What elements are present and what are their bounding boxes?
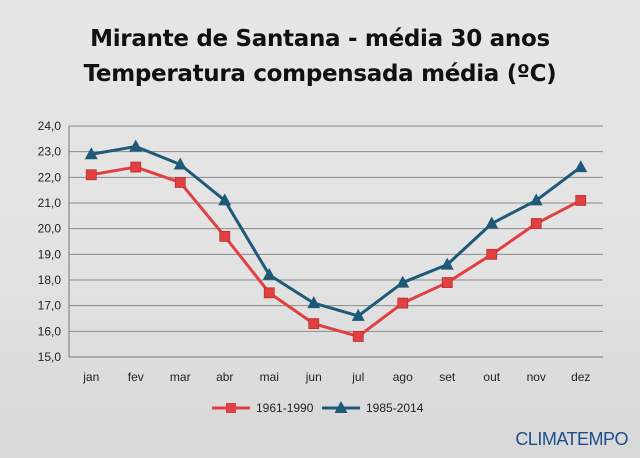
x-tick-label: nov [527,370,546,384]
x-tick-label: ago [393,370,413,384]
data-point [396,275,410,288]
data-point [352,331,364,342]
series-line [90,145,582,318]
data-point [173,157,187,170]
data-point [174,177,186,188]
y-tick-label: 19,0 [38,247,62,261]
x-tick-label: dez [571,370,590,384]
y-tick-label: 21,0 [38,196,62,210]
data-point [351,308,365,321]
legend-item: 1985-2014 [322,401,424,415]
y-axis-ticks: 15,0 16,0 17,0 18,0 19,0 20,0 21,0 22,0 23,0 24,0 [38,119,62,364]
data-point [262,267,276,280]
data-point [218,193,232,206]
y-tick-label: 22,0 [38,170,62,184]
legend-item: 1961-1990 [212,401,314,415]
x-tick-label: jul [351,370,364,384]
x-tick-label: jan [82,370,99,384]
series-layer [84,139,588,342]
data-point [308,318,320,330]
chart-subtitle: Temperatura compensada média (ºC) [83,61,557,87]
x-tick-label: mar [170,370,191,384]
data-point [397,297,409,309]
y-tick-label: 16,0 [38,324,62,338]
legend-label: 1985-2014 [366,401,424,415]
x-axis-ticks: jan fev mar abr mai jun jul ago set out nov dez [82,370,590,384]
data-point [263,287,275,299]
x-tick-label: jun [305,370,322,384]
data-point [574,160,588,173]
climatempo-logo: CLIMATEMPO [515,429,628,449]
y-tick-label: 18,0 [38,273,62,287]
series-line [90,165,582,338]
data-point [575,195,587,206]
y-tick-label: 24,0 [38,119,62,133]
data-point [84,147,98,160]
series-1961-1990 [85,161,587,342]
legend: 1961-1990 1985-2014 [212,401,424,415]
grid-lines [68,125,603,358]
data-point [485,216,499,229]
data-point [440,257,454,270]
data-point [530,218,542,229]
x-tick-label: abr [216,370,233,384]
y-tick-label: 17,0 [38,299,62,313]
data-point [307,296,321,309]
data-point [130,161,142,173]
legend-label: 1961-1990 [256,401,314,415]
data-point [129,139,143,152]
x-tick-label: fev [128,370,144,384]
y-tick-label: 20,0 [38,222,62,236]
y-tick-label: 23,0 [38,145,62,159]
x-tick-label: mai [260,370,279,384]
chart-title: Mirante de Santana - média 30 anos [90,26,550,52]
data-point [529,193,543,206]
x-tick-label: set [439,370,456,384]
x-tick-label: out [483,370,500,384]
series-1985-2014 [84,139,588,321]
data-point [85,169,97,181]
legend-marker [226,403,236,413]
data-point [441,277,453,288]
data-point [486,248,498,260]
data-point [219,230,231,242]
legend-marker [334,401,348,413]
y-tick-label: 15,0 [38,350,62,364]
